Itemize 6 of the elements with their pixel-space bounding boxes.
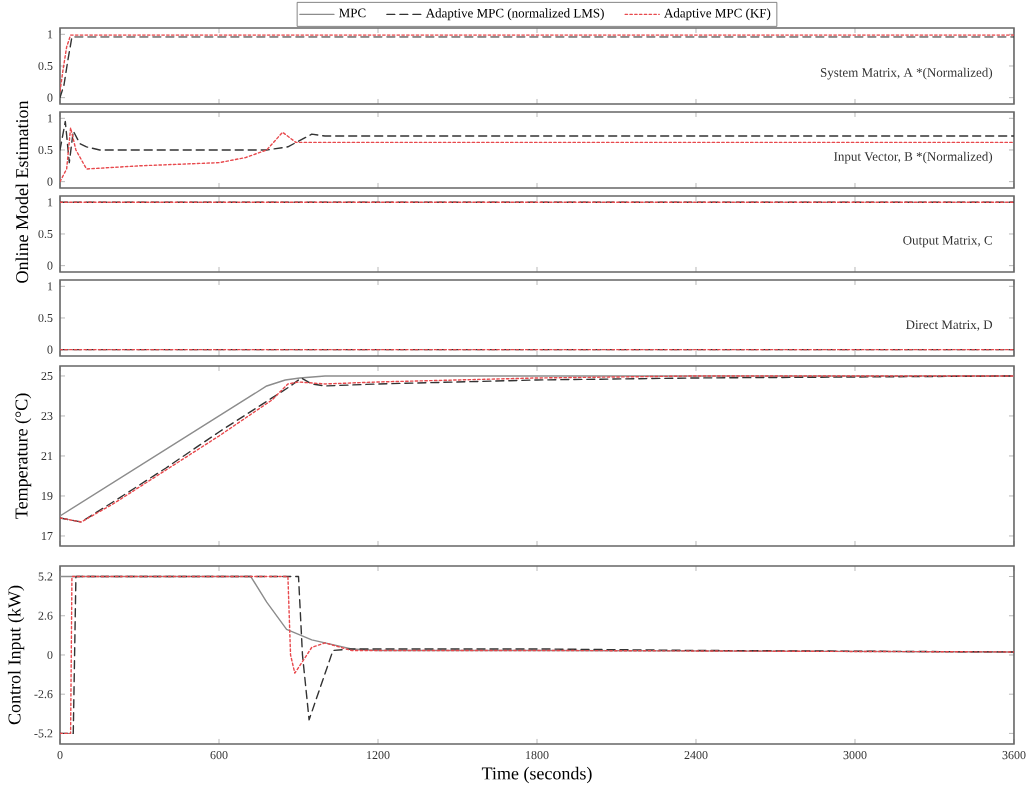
- line-series: [60, 127, 1014, 183]
- y-axis-title: Control Input (kW): [7, 585, 25, 725]
- line-series: [60, 120, 1014, 164]
- x-axis-title: Time (seconds): [481, 766, 592, 784]
- y-axis-title: Online Model Estimation: [15, 100, 29, 283]
- y-axis-title: Temperature (°C): [14, 393, 32, 519]
